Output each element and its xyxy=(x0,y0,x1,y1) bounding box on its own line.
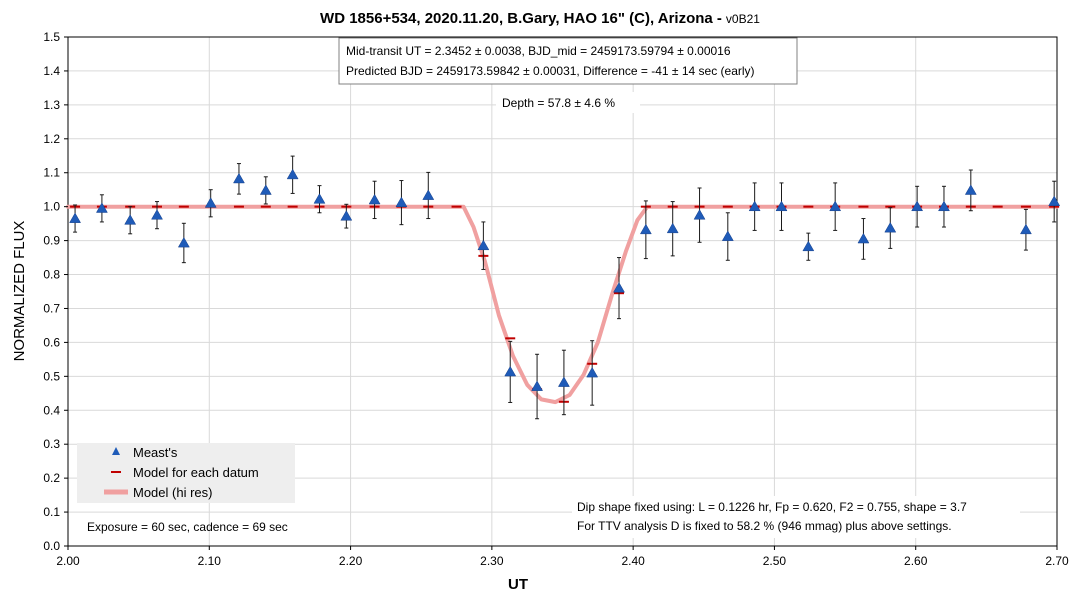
measurement-point xyxy=(938,200,950,212)
measurement-point xyxy=(204,197,217,208)
measurement-point xyxy=(613,282,625,293)
info-line-1: Mid-transit UT = 2.3452 ± 0.0038, BJD_mi… xyxy=(346,44,731,58)
measurement-point xyxy=(884,222,897,233)
y-tick-label: 0.3 xyxy=(43,437,60,451)
y-tick-label: 1.5 xyxy=(43,30,60,44)
measurement-point xyxy=(286,168,299,180)
y-tick-label: 1.3 xyxy=(43,98,60,112)
chart-title: WD 1856+534, 2020.11.20, B.Gary, HAO 16"… xyxy=(320,10,760,27)
measurement-point xyxy=(748,200,761,212)
measurement-point xyxy=(69,212,81,223)
measurement-point xyxy=(857,232,870,244)
measurement-point xyxy=(177,236,190,248)
measurement-point xyxy=(259,184,272,195)
measurement-point xyxy=(340,210,353,221)
x-axis-ticks: 2.00 2.10 2.20 2.30 2.40 2.50 2.60 2.70 xyxy=(56,546,1069,568)
x-tick-label: 2.50 xyxy=(763,554,787,568)
measurement-point xyxy=(557,376,570,387)
x-tick-label: 2.30 xyxy=(480,554,504,568)
y-tick-label: 1.1 xyxy=(43,166,60,180)
info-box xyxy=(338,37,798,85)
y-tick-label: 1.4 xyxy=(43,64,60,78)
y-tick-label: 1.2 xyxy=(43,132,60,146)
measurement-point xyxy=(422,189,435,200)
measurement-point xyxy=(531,380,543,391)
info-line-2: Predicted BJD = 2459173.59842 ± 0.00031,… xyxy=(346,64,755,78)
y-tick-label: 0.6 xyxy=(43,335,60,349)
markers-layer xyxy=(69,168,1061,391)
y-tick-label: 0.7 xyxy=(43,301,60,315)
measurement-point xyxy=(477,239,490,251)
measurement-point xyxy=(504,365,517,377)
measurement-point xyxy=(586,366,599,378)
chart-title-version: v0B21 xyxy=(726,12,760,26)
measurement-point xyxy=(1019,223,1032,235)
y-tick-label: 0.5 xyxy=(43,369,60,383)
plot-frame xyxy=(67,36,1058,547)
measurement-point xyxy=(964,184,977,195)
measurement-point xyxy=(666,222,679,234)
y-tick-label: 0.4 xyxy=(43,403,60,417)
measurement-point xyxy=(721,230,734,241)
legend-marker-triangle xyxy=(112,447,120,455)
y-axis-ticks: 0.0 0.1 0.2 0.3 0.4 0.5 0.6 0.7 0.8 0.9 1.0 1.1 1.2 1… xyxy=(43,30,68,553)
x-tick-label: 2.70 xyxy=(1045,554,1069,568)
measurement-point xyxy=(802,240,815,252)
y-tick-label: 0.2 xyxy=(43,471,60,485)
measurement-point xyxy=(693,209,706,220)
measurement-point xyxy=(95,202,108,213)
measurement-point xyxy=(313,193,326,204)
legend-item-model-hires: Model (hi res) xyxy=(133,485,212,500)
y-tick-label: 1.0 xyxy=(43,200,60,214)
measurement-point xyxy=(639,223,652,235)
x-tick-label: 2.60 xyxy=(904,554,928,568)
x-tick-label: 2.00 xyxy=(56,554,80,568)
measurement-point xyxy=(395,196,408,207)
measurement-point xyxy=(911,200,924,212)
measurement-point xyxy=(124,214,137,225)
y-tick-label: 0.9 xyxy=(43,234,60,248)
depth-label: Depth = 57.8 ± 4.6 % xyxy=(502,96,615,110)
x-tick-label: 2.20 xyxy=(339,554,363,568)
y-axis-title: NORMALIZED FLUX xyxy=(11,221,28,362)
measurement-point xyxy=(829,200,842,212)
y-tick-label: 0.1 xyxy=(43,505,60,519)
measurement-point xyxy=(233,172,245,184)
exposure-note: Exposure = 60 sec, cadence = 69 sec xyxy=(87,520,288,534)
y-tick-label: 0.0 xyxy=(43,539,60,553)
x-tick-label: 2.40 xyxy=(621,554,645,568)
measurement-point xyxy=(1048,195,1061,206)
y-tick-label: 0.8 xyxy=(43,268,60,282)
x-tick-label: 2.10 xyxy=(198,554,222,568)
measurement-point xyxy=(151,209,163,220)
legend-item-meas: Meast's xyxy=(133,445,178,460)
dip-note-line-1: Dip shape fixed using: L = 0.1226 hr, Fp… xyxy=(577,500,967,514)
measurement-point xyxy=(775,200,788,212)
measurement-point xyxy=(368,193,381,205)
depth-label-bg xyxy=(496,92,640,113)
dip-note-line-2: For TTV analysis D is fixed to 58.2 % (9… xyxy=(577,519,952,533)
dip-note-bg xyxy=(572,496,1020,538)
legend-item-model-datum: Model for each datum xyxy=(133,465,259,480)
x-axis-title: UT xyxy=(508,576,528,593)
